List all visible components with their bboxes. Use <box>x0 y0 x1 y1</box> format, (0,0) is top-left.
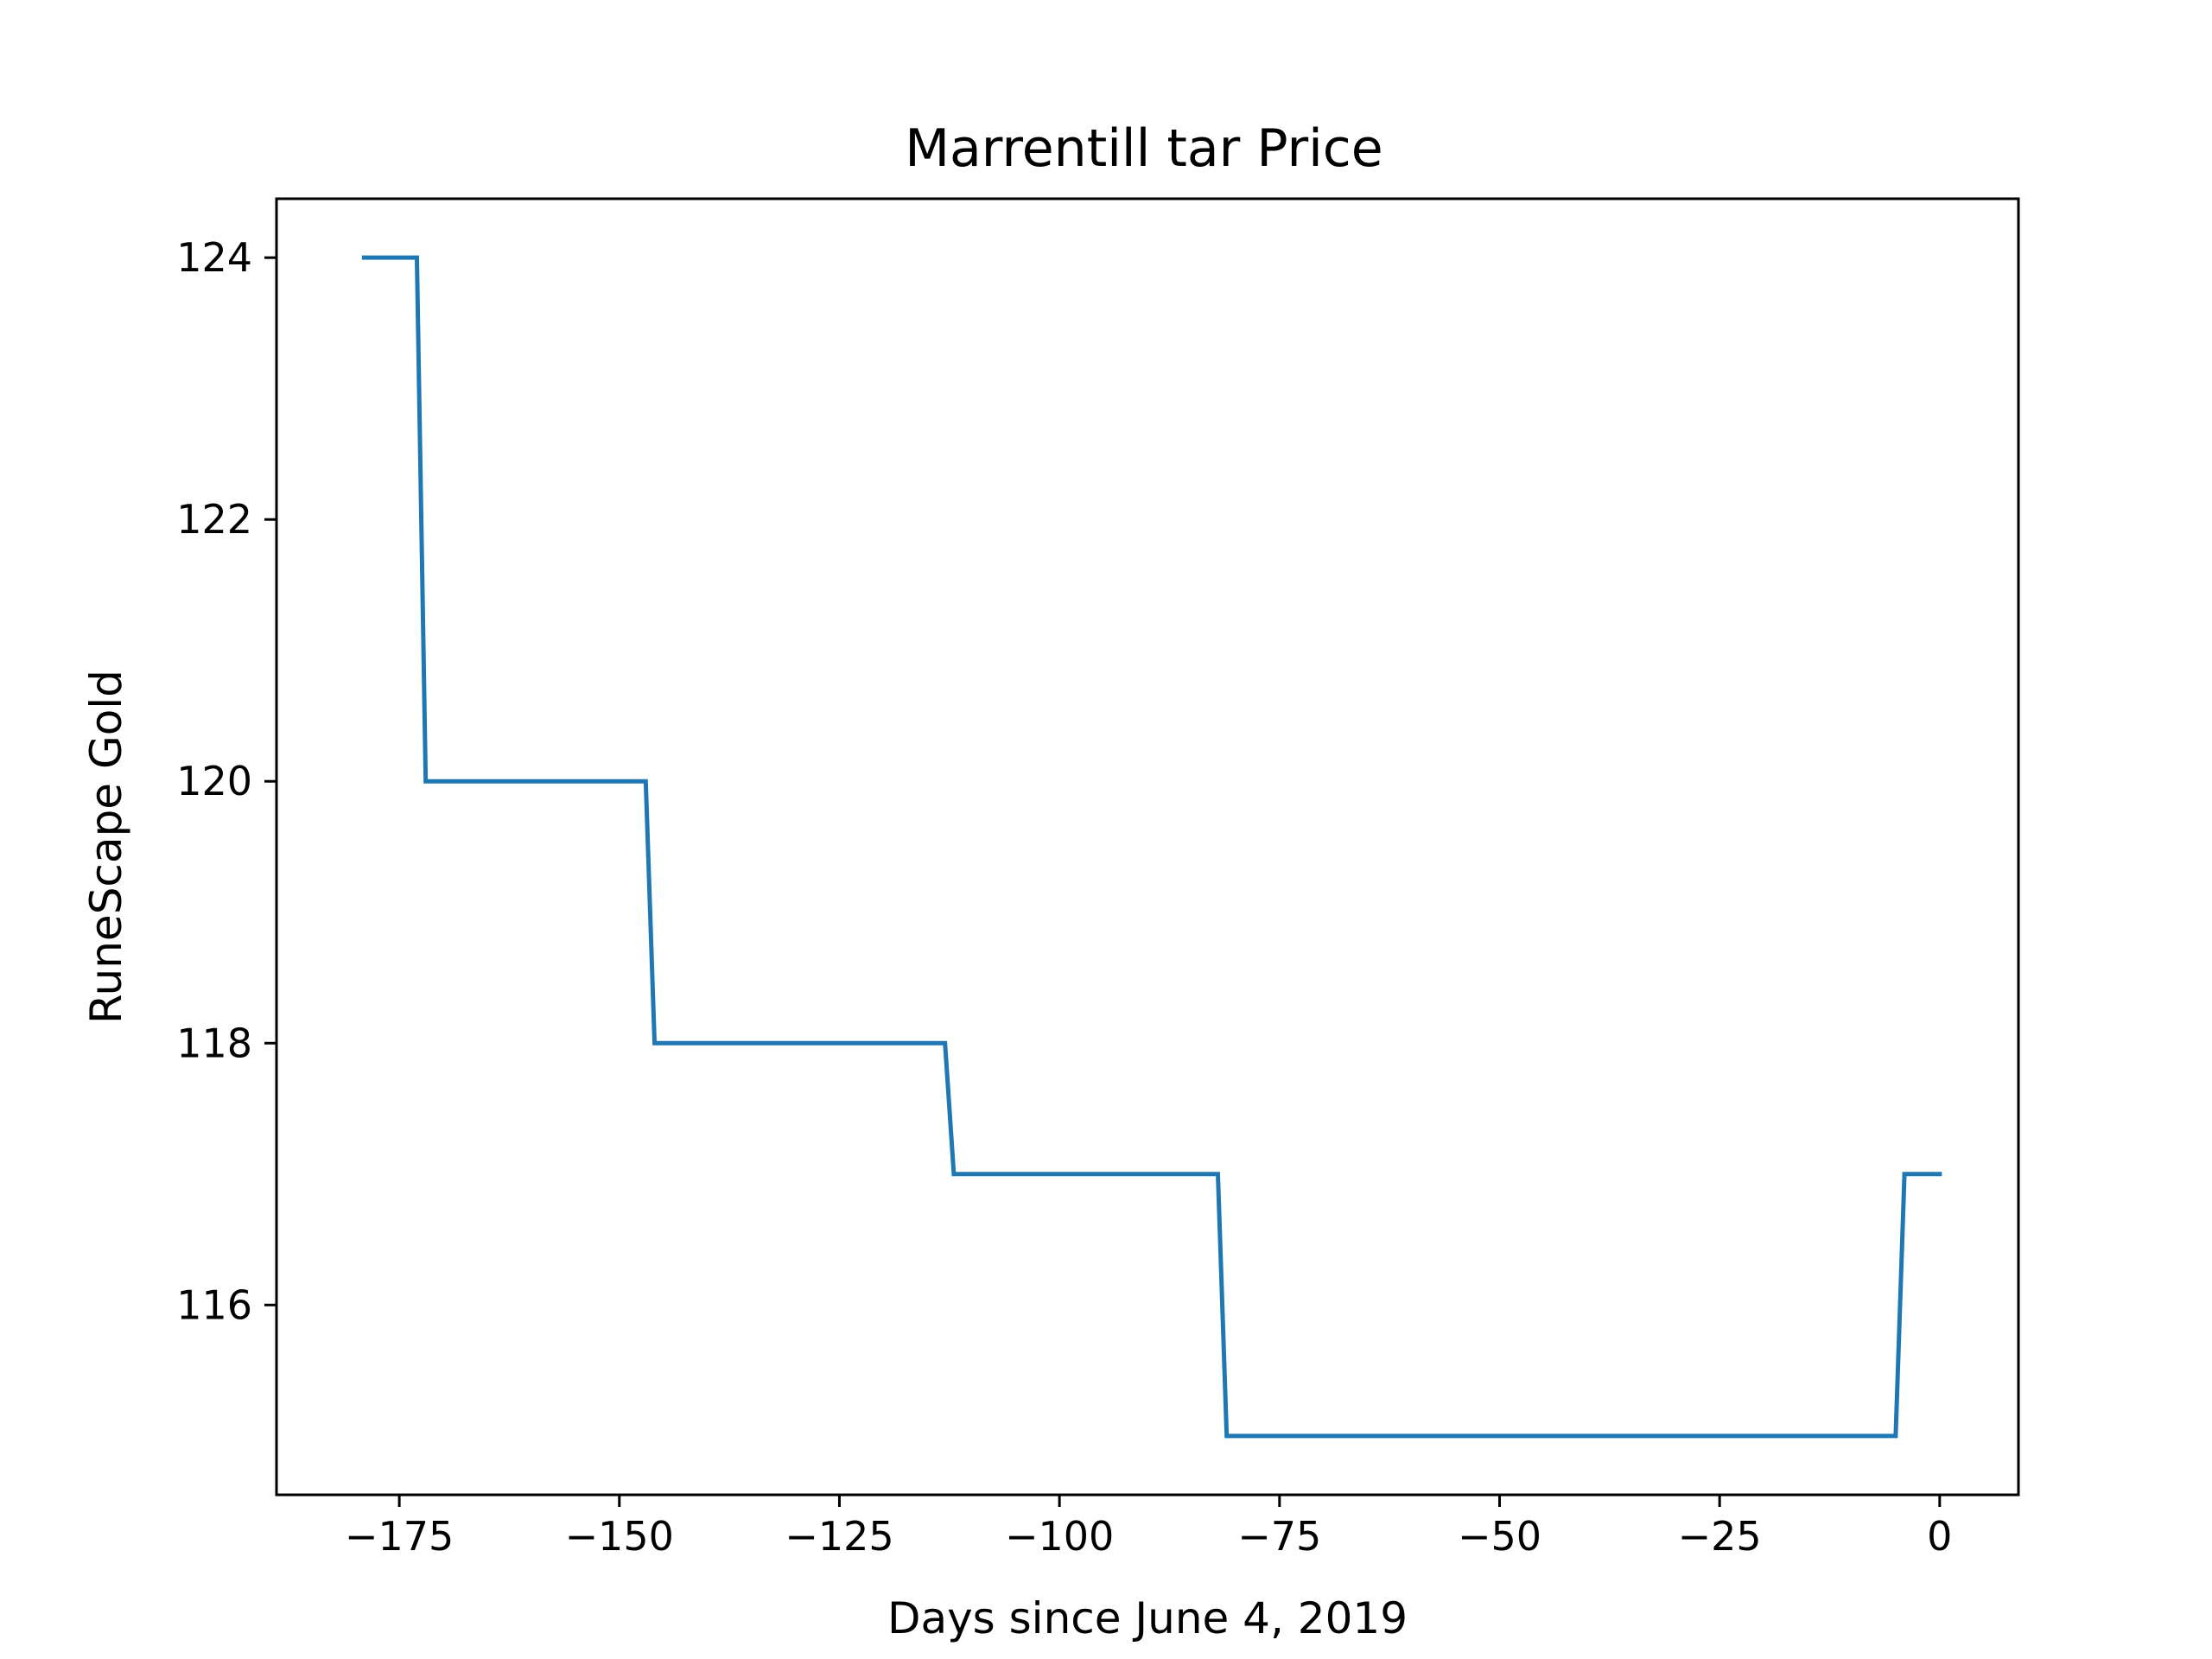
series-layer <box>361 255 1942 1439</box>
plot-frame <box>275 197 2020 1497</box>
x-tick-label: −125 <box>785 1513 893 1560</box>
x-tick-label: −175 <box>345 1513 454 1560</box>
y-tick-label: 116 <box>176 1281 252 1328</box>
y-tick-label: 124 <box>176 234 252 281</box>
y-axis-label: RuneScape Gold <box>81 670 131 1024</box>
y-tick-label: 122 <box>176 496 252 543</box>
series-line-0 <box>361 255 1942 1439</box>
x-axis-ticks: −175 −150 −125 −100 −75 −50 −25 0 <box>345 1495 1952 1560</box>
x-tick-label: 0 <box>1927 1513 1952 1560</box>
y-tick-label: 120 <box>176 758 252 804</box>
y-tick-label: 118 <box>176 1020 252 1066</box>
x-tick-label: −25 <box>1678 1513 1762 1560</box>
x-tick-label: −100 <box>1005 1513 1114 1560</box>
x-axis-label: Days since June 4, 2019 <box>887 1593 1408 1643</box>
x-tick-label: −150 <box>565 1513 674 1560</box>
chart-title: Marrentill tar Price <box>905 118 1382 179</box>
y-axis-ticks: 116 118 120 122 124 <box>176 234 276 1328</box>
x-tick-label: −75 <box>1237 1513 1321 1560</box>
x-tick-label: −50 <box>1458 1513 1541 1560</box>
